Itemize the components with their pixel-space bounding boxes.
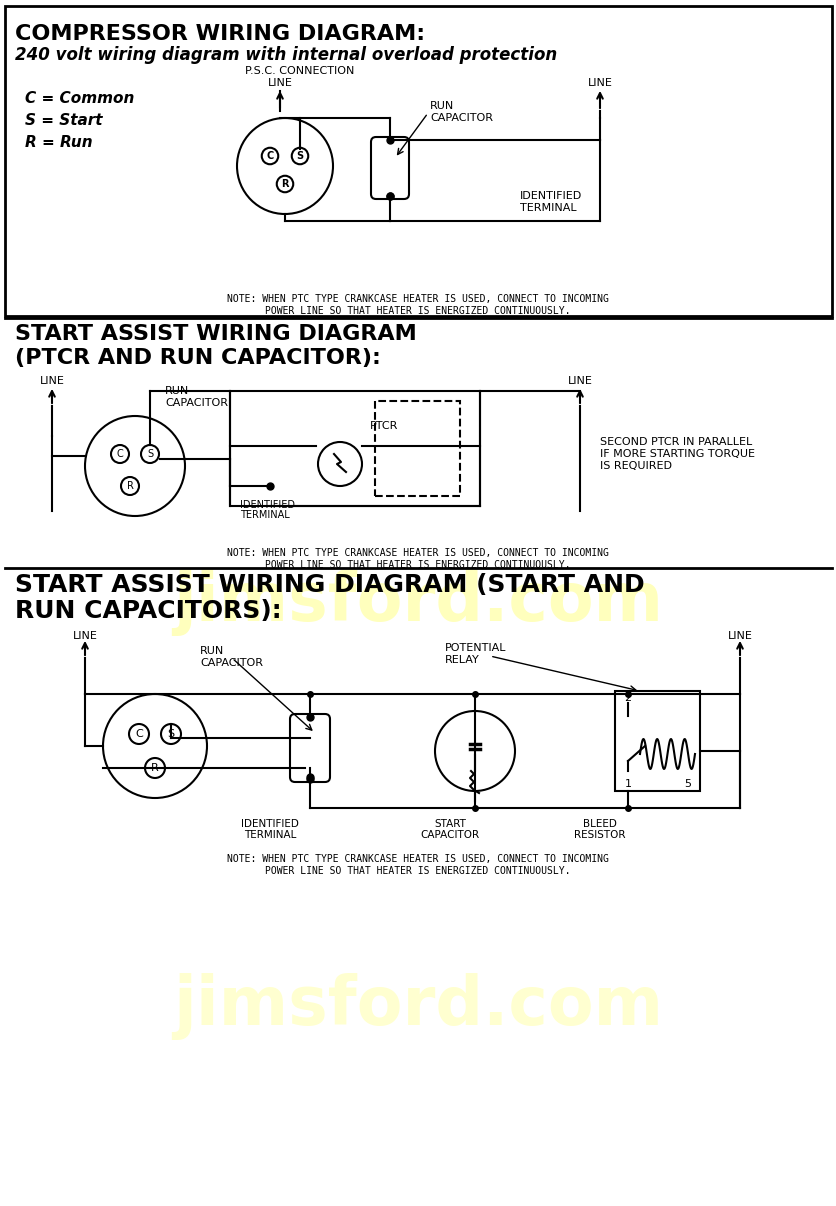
Bar xyxy=(230,391,479,507)
Text: LINE: LINE xyxy=(726,631,752,642)
Text: START ASSIST WIRING DIAGRAM (START AND: START ASSIST WIRING DIAGRAM (START AND xyxy=(15,573,644,597)
Text: 2: 2 xyxy=(624,693,631,703)
Text: LINE: LINE xyxy=(587,78,612,88)
Text: C: C xyxy=(266,151,273,160)
Text: R = Run: R = Run xyxy=(25,135,93,150)
Text: POTENTIAL: POTENTIAL xyxy=(445,643,506,652)
Text: 1: 1 xyxy=(624,779,630,789)
Text: CAPACITOR: CAPACITOR xyxy=(420,830,479,841)
Text: IDENTIFIED: IDENTIFIED xyxy=(519,191,582,201)
Text: P.S.C. CONNECTION: P.S.C. CONNECTION xyxy=(245,66,354,76)
Text: NOTE: WHEN PTC TYPE CRANKCASE HEATER IS USED, CONNECT TO INCOMING
POWER LINE SO : NOTE: WHEN PTC TYPE CRANKCASE HEATER IS … xyxy=(227,854,609,876)
Text: 240 volt wiring diagram with internal overload protection: 240 volt wiring diagram with internal ov… xyxy=(15,46,557,64)
Text: NOTE: WHEN PTC TYPE CRANKCASE HEATER IS USED, CONNECT TO INCOMING
POWER LINE SO : NOTE: WHEN PTC TYPE CRANKCASE HEATER IS … xyxy=(227,548,609,569)
Text: RUN: RUN xyxy=(165,386,189,396)
Text: TERMINAL: TERMINAL xyxy=(519,203,576,213)
Text: LINE: LINE xyxy=(39,376,64,386)
Text: RUN: RUN xyxy=(430,101,454,111)
Text: BLEED: BLEED xyxy=(583,819,616,829)
Text: RUN CAPACITORS):: RUN CAPACITORS): xyxy=(15,599,281,624)
Text: C: C xyxy=(135,728,143,739)
Text: PTCR: PTCR xyxy=(370,421,398,431)
Text: jimsford.com: jimsford.com xyxy=(173,972,662,1040)
Text: START: START xyxy=(434,819,466,829)
Text: RUN: RUN xyxy=(200,646,224,656)
Text: CAPACITOR: CAPACITOR xyxy=(200,658,263,668)
Text: (PTCR AND RUN CAPACITOR):: (PTCR AND RUN CAPACITOR): xyxy=(15,349,380,368)
Text: R: R xyxy=(151,763,159,773)
Text: SECOND PTCR IN PARALLEL
IF MORE STARTING TORQUE
IS REQUIRED: SECOND PTCR IN PARALLEL IF MORE STARTING… xyxy=(599,438,754,470)
Bar xyxy=(375,402,460,496)
Text: jimsford.com: jimsford.com xyxy=(173,569,662,637)
Text: TERMINAL: TERMINAL xyxy=(240,510,289,520)
Text: S = Start: S = Start xyxy=(25,113,102,128)
Text: LINE: LINE xyxy=(567,376,592,386)
Text: S: S xyxy=(296,151,303,160)
Text: R: R xyxy=(126,481,133,491)
Text: COMPRESSOR WIRING DIAGRAM:: COMPRESSOR WIRING DIAGRAM: xyxy=(15,24,425,43)
Text: S: S xyxy=(167,728,175,739)
Text: IDENTIFIED: IDENTIFIED xyxy=(240,500,294,510)
Text: NOTE: WHEN PTC TYPE CRANKCASE HEATER IS USED, CONNECT TO INCOMING
POWER LINE SO : NOTE: WHEN PTC TYPE CRANKCASE HEATER IS … xyxy=(227,294,609,316)
Text: LINE: LINE xyxy=(268,78,292,88)
Bar xyxy=(614,691,699,791)
Text: RESISTOR: RESISTOR xyxy=(573,830,625,841)
Text: C = Common: C = Common xyxy=(25,90,135,106)
Text: 5: 5 xyxy=(684,779,691,789)
Text: CAPACITOR: CAPACITOR xyxy=(165,398,227,408)
Text: C: C xyxy=(116,449,123,459)
Text: START ASSIST WIRING DIAGRAM: START ASSIST WIRING DIAGRAM xyxy=(15,324,416,344)
Text: LINE: LINE xyxy=(73,631,97,642)
Text: CAPACITOR: CAPACITOR xyxy=(430,113,492,123)
Text: IDENTIFIED: IDENTIFIED xyxy=(241,819,298,829)
Text: S: S xyxy=(147,449,153,459)
Text: TERMINAL: TERMINAL xyxy=(243,830,296,841)
Text: RELAY: RELAY xyxy=(445,655,479,665)
Bar xyxy=(5,6,831,316)
Text: R: R xyxy=(281,178,288,189)
